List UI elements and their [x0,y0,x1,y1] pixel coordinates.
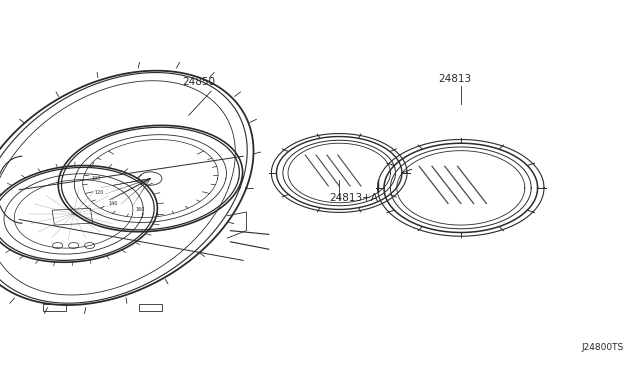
Bar [43,304,66,311]
Text: J24800TS: J24800TS [582,343,624,352]
Text: 100: 100 [92,176,101,181]
Bar [52,208,93,225]
Text: 140: 140 [109,201,118,206]
Text: 24850: 24850 [182,77,216,87]
Bar [139,304,162,311]
Text: 24813: 24813 [438,74,472,84]
Text: 160: 160 [136,207,145,212]
Text: 120: 120 [95,190,104,195]
Text: 24813+A: 24813+A [330,193,378,203]
